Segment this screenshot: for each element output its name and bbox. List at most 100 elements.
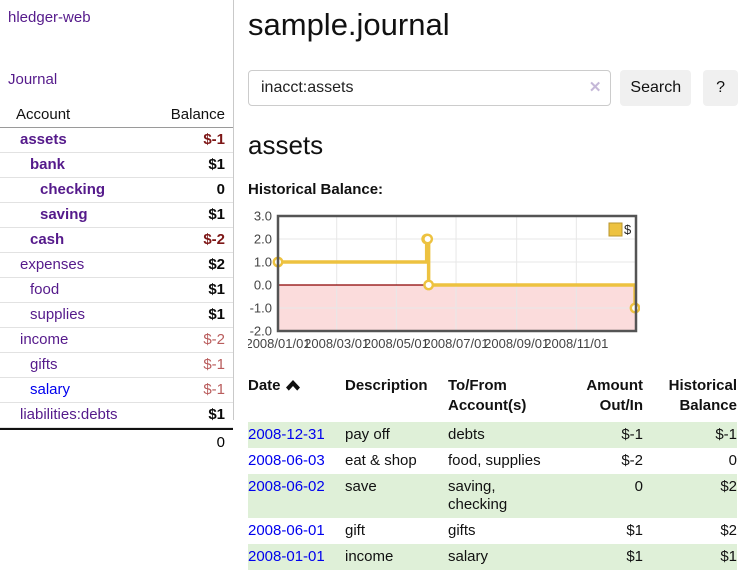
chart-y-tick-label: -1.0 — [250, 301, 272, 316]
sidebar-account-link[interactable]: assets — [20, 131, 67, 148]
help-button[interactable]: ? — [703, 70, 738, 106]
chart-x-tick-label: 2008/01/01 — [248, 336, 311, 351]
clear-search-icon[interactable]: ✕ — [588, 79, 602, 96]
sidebar-account-row: income $-2 — [0, 328, 233, 353]
sidebar-account-balance: $1 — [208, 306, 225, 323]
sidebar-account-row: saving $1 — [0, 203, 233, 228]
sidebar-account-link[interactable]: expenses — [20, 256, 85, 273]
sidebar-account-row: bank $1 — [0, 153, 233, 178]
sidebar-account-balance: $1 — [208, 156, 225, 173]
sidebar-account-balance: $1 — [208, 206, 225, 223]
search-input[interactable] — [248, 70, 612, 106]
chart-data-point — [423, 279, 435, 291]
chart-data-point — [422, 233, 434, 245]
account-column-header: Account — [16, 106, 71, 123]
sidebar-account-row: liabilities:debts $1 — [0, 403, 233, 428]
sidebar-item-journal[interactable]: Journal — [8, 71, 58, 88]
chart-y-tick-label: -2.0 — [250, 324, 272, 339]
sidebar-account-balance: $1 — [208, 281, 225, 298]
transaction-balance-cell: $2 — [720, 478, 737, 495]
chart-y-tick-label: 1.0 — [254, 255, 272, 270]
transaction-balance-cell: $2 — [720, 522, 737, 539]
chart-x-tick-label: 2008/05/01 — [364, 336, 429, 351]
sidebar-account-link[interactable]: bank — [30, 156, 66, 173]
sidebar-account-table: Account Balance assets $-1 bank $1 checking 0… — [0, 103, 233, 455]
transaction-date-cell: 2008-06-01 — [248, 518, 345, 544]
transaction-date-link[interactable]: 2008-06-02 — [248, 478, 325, 495]
transaction-date-cell: 2008-01-01 — [248, 544, 345, 570]
chart-x-tick-label: 2008/09/01 — [484, 336, 549, 351]
transaction-balance-cell: $1 — [720, 548, 737, 565]
sidebar-account-row: gifts $-1 — [0, 353, 233, 378]
transaction-description-cell: gift — [345, 522, 366, 539]
transaction-row: 2008-06-02 save saving, checking 0 $2 — [248, 474, 737, 518]
sidebar-account-balance: $2 — [208, 256, 225, 273]
sidebar-account-row: assets $-1 — [0, 128, 233, 153]
sidebar-account-link[interactable]: checking — [40, 181, 106, 198]
chart-border — [276, 214, 638, 333]
transaction-date-cell: 2008-06-03 — [248, 448, 345, 474]
transaction-date-link[interactable]: 2008-06-01 — [248, 522, 325, 539]
sidebar-account-link[interactable]: salary — [30, 381, 71, 398]
sidebar-account-link[interactable]: income — [20, 331, 69, 348]
transaction-date-link[interactable]: 2008-01-01 — [248, 548, 325, 565]
transaction-description-cell: eat & shop — [345, 452, 417, 469]
chart-y-tick-label: 2.0 — [254, 232, 272, 247]
transaction-accounts-cell: saving, checking — [448, 478, 508, 513]
search-button[interactable]: Search — [620, 70, 692, 106]
sidebar-account-row: cash $-2 — [0, 228, 233, 253]
sidebar-account-balance: $-1 — [203, 381, 225, 398]
balance-column-header-main: Historical Balance — [668, 377, 737, 414]
chart-legend-swatch — [608, 222, 623, 237]
transaction-amount-cell: $-1 — [621, 426, 643, 443]
transaction-accounts-cell: gifts — [448, 522, 476, 539]
chart-x-tick-label: 2008/07/01 — [423, 336, 488, 351]
transaction-row: 2008-01-01 income salary $1 $1 — [248, 544, 737, 570]
sidebar-account-link[interactable]: food — [30, 281, 60, 298]
date-header-label: Date — [248, 377, 281, 394]
sidebar-account-row: expenses $2 — [0, 253, 233, 278]
transaction-accounts-cell: food, supplies — [448, 452, 541, 469]
search-box: ✕ — [248, 70, 612, 106]
chart-x-tick-label: 2008/03/01 — [304, 336, 369, 351]
transaction-date-link[interactable]: 2008-12-31 — [248, 426, 325, 443]
chart-title: Historical Balance: — [248, 181, 384, 198]
sidebar-account-table-header: Account Balance — [0, 103, 233, 128]
sidebar-account-balance: $-1 — [203, 131, 225, 148]
chart-y-tick-label: 0.0 — [254, 278, 272, 293]
transaction-description-cell: pay off — [345, 426, 390, 443]
transaction-description-cell: income — [345, 548, 394, 565]
transaction-amount-cell: $1 — [626, 548, 643, 565]
sidebar-total-value: 0 — [216, 434, 225, 451]
transaction-date-cell: 2008-06-02 — [248, 474, 345, 518]
sidebar-account-link[interactable]: liabilities:debts — [20, 406, 118, 423]
chart-x-tick-label: 2008/11/01 — [544, 336, 608, 351]
sidebar-account-balance: $1 — [208, 406, 225, 423]
transaction-balance-cell: $-1 — [715, 426, 737, 443]
transaction-accounts-cell: debts — [448, 426, 485, 443]
sidebar-account-row: supplies $1 — [0, 303, 233, 328]
transaction-date-link[interactable]: 2008-06-03 — [248, 452, 325, 469]
sidebar-account-row: checking 0 — [0, 178, 233, 203]
chart-legend-label: $ — [624, 222, 632, 237]
app-brand-link[interactable]: hledger-web — [8, 9, 91, 26]
sidebar: hledger-web Journal Account Balance asse… — [0, 0, 233, 455]
transaction-date-cell: 2008-12-31 — [248, 422, 345, 448]
main-content: sample.journal ✕ Search ? assets Histori… — [248, 0, 738, 570]
transaction-balance-cell: 0 — [728, 452, 737, 469]
date-column-header[interactable]: Date — [248, 374, 345, 422]
sidebar-account-balance: 0 — [216, 181, 225, 198]
sidebar-account-link[interactable]: cash — [30, 231, 65, 248]
transaction-row: 2008-12-31 pay off debts $-1 $-1 — [248, 422, 737, 448]
search-form: ✕ Search ? — [248, 70, 738, 106]
transactions-header-row: Date Description To/From Account(s) Amou… — [248, 374, 737, 422]
sidebar-account-link[interactable]: saving — [40, 206, 88, 223]
sort-ascending-icon — [285, 380, 300, 391]
historical-balance-chart: 3.0 2.0 1.0 0.0 -1.0 -2.0 2008/01/01 2008/03/01… — [248, 210, 640, 352]
transaction-row: 2008-06-03 eat & shop food, supplies $-2 0 — [248, 448, 737, 474]
amount-column-header: Amount Out/In — [586, 377, 643, 414]
sidebar-account-link[interactable]: gifts — [30, 356, 58, 373]
balance-column-header: Balance — [170, 106, 225, 123]
sidebar-account-link[interactable]: supplies — [30, 306, 86, 323]
chart-y-tick-label: 3.0 — [254, 210, 272, 224]
